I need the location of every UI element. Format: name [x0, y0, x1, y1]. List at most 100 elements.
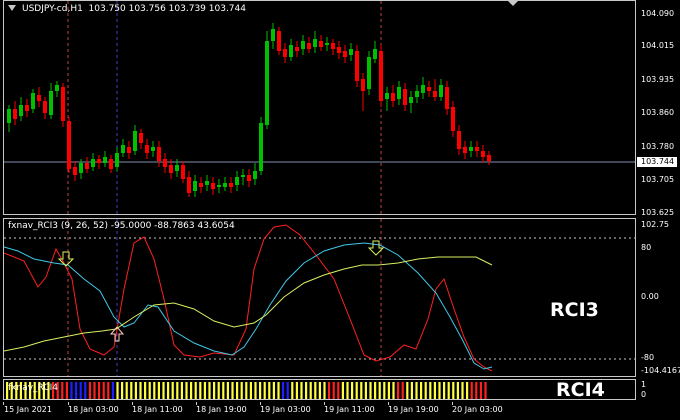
- rci-slow-line: [4, 256, 493, 352]
- candle-body: [49, 91, 53, 115]
- rci4-bar: [466, 382, 469, 399]
- chart-menu-icon[interactable]: [8, 5, 16, 11]
- candle-body: [379, 51, 383, 101]
- candle-body: [295, 47, 299, 51]
- rci4-bar: [185, 382, 188, 399]
- rci4-bar: [259, 382, 262, 399]
- candle-body: [127, 147, 131, 153]
- time-tick: [452, 402, 453, 405]
- rci4-bar: [277, 382, 280, 399]
- time-tick: [132, 402, 133, 405]
- rci4-bar: [245, 382, 248, 399]
- rci4-bar: [397, 382, 400, 399]
- rci4-bar: [65, 382, 68, 399]
- rci4-bar: [157, 382, 160, 399]
- candle-body: [199, 183, 203, 187]
- chart-shift-icon[interactable]: [508, 1, 518, 6]
- rci3-indicator-pane[interactable]: fxnav_RCI3 (9, 26, 52) -95.0000 -88.7863…: [3, 218, 636, 377]
- candle-body: [277, 31, 281, 51]
- rci3-tick: -104.4167: [641, 366, 680, 375]
- rci3-tick: 102.75: [641, 220, 669, 229]
- candle-body: [433, 91, 437, 97]
- candle-body: [343, 51, 347, 57]
- rci4-bar: [401, 382, 404, 399]
- time-label: 18 Jan 03:00: [68, 405, 119, 414]
- rci4-bar: [332, 382, 335, 399]
- price-tick: 103.705: [641, 175, 675, 184]
- rci4-bar: [337, 382, 340, 399]
- candle-body: [307, 43, 311, 49]
- candle-body: [283, 49, 287, 57]
- rci4-bar: [456, 382, 459, 399]
- rci4-bar: [249, 382, 252, 399]
- candle-body: [253, 171, 257, 179]
- rci3-tick: -80: [641, 353, 655, 362]
- rci4-bar: [98, 382, 101, 399]
- candle-body: [85, 163, 89, 169]
- candle-body: [427, 87, 431, 91]
- rci4-bar: [42, 382, 45, 399]
- candle-body: [157, 147, 161, 161]
- rci4-bar: [484, 382, 487, 399]
- rci4-bar: [15, 382, 18, 399]
- rci-mid-line: [4, 242, 493, 370]
- candle-body: [481, 151, 485, 157]
- candle-body: [25, 105, 29, 111]
- rci4-bar: [295, 382, 298, 399]
- rci4-bar: [475, 382, 478, 399]
- candlestick-chart: [4, 1, 635, 214]
- time-label: 19 Jan 11:00: [324, 405, 375, 414]
- candle-body: [67, 121, 71, 169]
- rci4-indicator-pane[interactable]: fxnav_RCI4 RCI4: [3, 379, 636, 400]
- candle-body: [313, 39, 317, 47]
- candle-body: [223, 183, 227, 187]
- rci3-header: fxnav_RCI3 (9, 26, 52) -95.0000 -88.7863…: [8, 221, 235, 231]
- candle-body: [391, 93, 395, 101]
- candle-body: [13, 109, 17, 119]
- candle-body: [193, 181, 197, 191]
- rci3-tick: 80: [641, 243, 652, 252]
- candle-body: [487, 155, 491, 161]
- rci4-bar: [167, 382, 170, 399]
- candle-body: [475, 147, 479, 151]
- candle-body: [139, 133, 143, 143]
- candle-body: [469, 147, 473, 151]
- candle-body: [367, 57, 371, 89]
- rci4-bar: [328, 382, 331, 399]
- rci4-bar: [314, 382, 317, 399]
- candle-body: [211, 183, 215, 189]
- candle-body: [205, 181, 209, 185]
- candle-body: [145, 145, 149, 153]
- rci4-bar: [24, 382, 27, 399]
- rci4-header: fxnav_RCI4: [8, 383, 59, 393]
- rci4-bar: [153, 382, 156, 399]
- candle-body: [61, 87, 65, 121]
- candle-body: [235, 177, 239, 185]
- candle-body: [451, 107, 455, 131]
- rci4-bar: [194, 382, 197, 399]
- rci4-bar: [130, 382, 133, 399]
- rci4-bar: [162, 382, 165, 399]
- symbol-header: USDJPY-cd,H1 103.750 103.756 103.739 103…: [22, 4, 246, 14]
- rci4-bar: [29, 382, 32, 399]
- rci4-bars: [6, 382, 487, 399]
- rci4-bar: [171, 382, 174, 399]
- current-price-badge: 103.744: [637, 157, 677, 167]
- rci4-bar: [420, 382, 423, 399]
- price-tick: 103.780: [641, 142, 675, 151]
- rci4-bar: [424, 382, 427, 399]
- candle-body: [259, 123, 263, 171]
- price-chart-pane[interactable]: USDJPY-cd,H1 103.750 103.756 103.739 103…: [3, 0, 636, 215]
- rci4-bar: [107, 382, 110, 399]
- candle-body: [73, 167, 77, 175]
- candle-body: [373, 49, 377, 59]
- rci4-bar: [75, 382, 78, 399]
- candle-body: [163, 159, 167, 167]
- rci4-bar: [148, 382, 151, 399]
- rci4-bar: [231, 382, 234, 399]
- rci4-bar: [121, 382, 124, 399]
- rci4-bar: [479, 382, 482, 399]
- time-axis: 15 Jan 2021 18 Jan 03:00 18 Jan 11:00 18…: [0, 402, 680, 420]
- candle-body: [7, 109, 11, 123]
- candle-body: [397, 87, 401, 99]
